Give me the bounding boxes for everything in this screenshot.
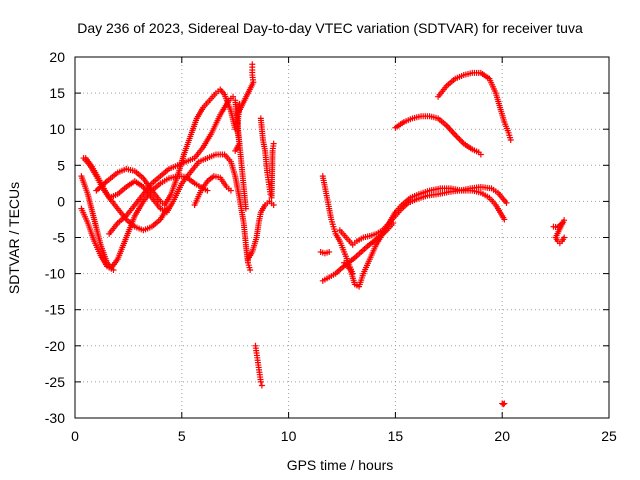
data-point	[110, 266, 117, 273]
series-arc-i	[245, 198, 277, 263]
series-point-s	[499, 400, 508, 408]
x-tick-label: 20	[494, 428, 510, 444]
data-point	[453, 133, 460, 140]
x-axis-label: GPS time / hours	[287, 457, 394, 473]
x-tick-label: 15	[388, 428, 404, 444]
grid-lines	[75, 57, 609, 418]
data-point	[503, 199, 510, 206]
series-arc-j	[257, 115, 277, 201]
y-tick-label: -15	[45, 302, 65, 318]
series-arc-f	[191, 173, 234, 209]
data-point	[507, 137, 514, 144]
y-tick-label: -25	[45, 374, 65, 390]
y-tick-label: -20	[45, 338, 65, 354]
data-point	[232, 147, 239, 154]
series-arc-q	[392, 113, 484, 158]
axes: 0 5 10 15 20 25 -30 -25 -20 -15 -10 -5 0 5 10 15 20	[45, 49, 617, 444]
x-tick-label: 25	[601, 428, 617, 444]
data-point	[247, 266, 254, 273]
data-point	[501, 400, 508, 407]
data-point	[500, 401, 507, 408]
series-arc-g	[106, 93, 237, 237]
series-arc-e	[82, 151, 254, 273]
series-arc-b	[78, 205, 117, 273]
y-tick-label: -10	[45, 266, 65, 282]
x-tick-label: 5	[178, 428, 186, 444]
y-axis-label: SDTVAR / TECUs	[6, 182, 22, 294]
x-tick-label: 10	[281, 428, 297, 444]
chart-title: Day 236 of 2023, Sidereal Day-to-day VTE…	[77, 20, 583, 36]
y-tick-label: -5	[53, 230, 66, 246]
y-tick-label: 15	[49, 85, 65, 101]
series-arc-r	[435, 69, 514, 144]
data-point	[257, 378, 264, 385]
data-point	[457, 137, 464, 144]
data-point	[270, 202, 277, 209]
y-tick-label: 0	[57, 193, 65, 209]
data-point	[455, 134, 462, 141]
data-point	[258, 382, 265, 389]
data-point	[561, 234, 568, 241]
series-arc-m	[317, 248, 333, 257]
y-tick-label: 10	[49, 121, 65, 137]
data-point	[326, 248, 333, 255]
x-tick-label: 0	[71, 428, 79, 444]
data-point	[270, 140, 277, 147]
y-tick-label: -30	[45, 410, 65, 426]
series-arc-p	[341, 185, 508, 290]
data-point	[204, 187, 211, 194]
data-point	[456, 136, 463, 143]
data-points	[78, 61, 568, 408]
y-tick-label: 5	[57, 157, 65, 173]
data-point	[501, 216, 508, 223]
series-arc-d	[93, 86, 239, 209]
data-point	[230, 93, 237, 100]
series-arc-k	[252, 342, 265, 389]
data-point	[242, 205, 249, 212]
data-point	[477, 151, 484, 158]
series-scatter-8	[232, 61, 257, 154]
series-arc-t	[550, 217, 568, 247]
y-tick-label: 20	[49, 49, 65, 65]
series-arc-l	[319, 173, 356, 277]
data-point	[227, 187, 234, 194]
